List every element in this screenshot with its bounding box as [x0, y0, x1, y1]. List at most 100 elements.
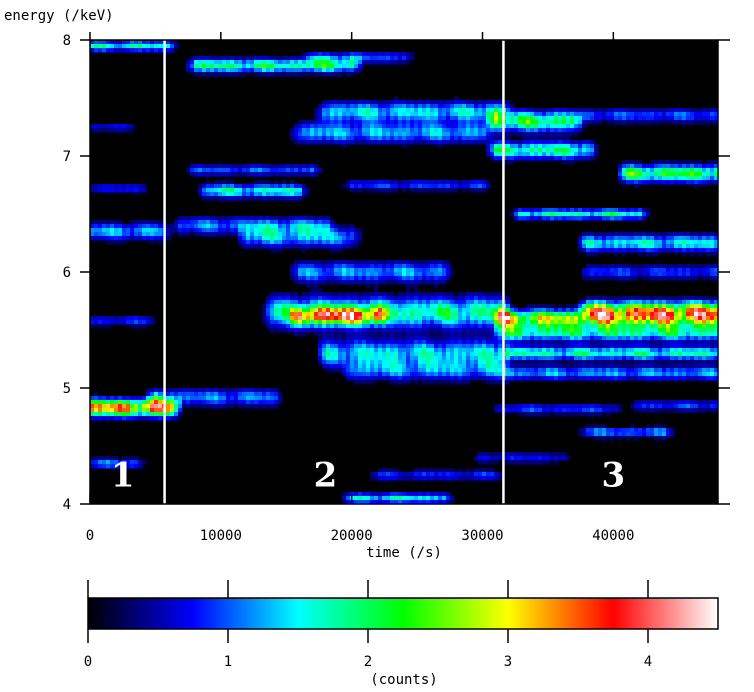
- heatmap-cell: [242, 184, 247, 189]
- heatmap-cell: [370, 128, 375, 133]
- heatmap-cell: [154, 404, 159, 409]
- heatmap-cell: [310, 292, 315, 297]
- heatmap-cell: [434, 304, 439, 309]
- heatmap-cell: [614, 344, 619, 349]
- heatmap-cell: [594, 120, 599, 125]
- heatmap-cell: [378, 108, 383, 113]
- heatmap-cell: [458, 124, 463, 129]
- heatmap-cell: [362, 340, 367, 345]
- heatmap-cell: [426, 124, 431, 129]
- heatmap-cell: [266, 180, 271, 185]
- heatmap-cell: [494, 148, 499, 153]
- heatmap-cell: [606, 356, 611, 361]
- heatmap-cell: [510, 140, 515, 145]
- heatmap-cell: [434, 380, 439, 385]
- heatmap-cell: [298, 268, 303, 273]
- heatmap-cell: [346, 320, 351, 325]
- heatmap-cell: [482, 304, 487, 309]
- heatmap-cell: [270, 220, 275, 225]
- heatmap-cell: [430, 492, 435, 497]
- heatmap-cell: [246, 220, 251, 225]
- heatmap-cell: [242, 404, 247, 409]
- heatmap-cell: [90, 236, 95, 241]
- heatmap-cell: [598, 300, 603, 305]
- heatmap-cell: [566, 376, 571, 381]
- heatmap-cell: [582, 304, 587, 309]
- heatmap-cell: [466, 104, 471, 109]
- heatmap-cell: [370, 140, 375, 145]
- heatmap-cell: [486, 108, 491, 113]
- heatmap-cell: [450, 356, 455, 361]
- heatmap-cell: [354, 312, 359, 317]
- heatmap-cell: [378, 116, 383, 121]
- heatmap-cell: [258, 396, 263, 401]
- heatmap-cell: [394, 348, 399, 353]
- heatmap-cell: [102, 236, 107, 241]
- heatmap-cell: [486, 292, 491, 297]
- heatmap-cell: [590, 344, 595, 349]
- heatmap-cell: [318, 124, 323, 129]
- heatmap-cell: [394, 376, 399, 381]
- heatmap-cell: [414, 108, 419, 113]
- heatmap-cell: [350, 332, 355, 337]
- heatmap-cell: [138, 412, 143, 417]
- heatmap-cell: [294, 312, 299, 317]
- heatmap-cell: [394, 96, 399, 101]
- heatmap-cell: [354, 492, 359, 497]
- heatmap-cell: [390, 352, 395, 357]
- heatmap-cell: [530, 144, 535, 149]
- heatmap-cell: [270, 316, 275, 321]
- heatmap-cell: [514, 352, 519, 357]
- heatmap-cell: [290, 232, 295, 237]
- heatmap-cell: [386, 468, 391, 473]
- heatmap-cell: [118, 184, 123, 189]
- heatmap-cell: [430, 108, 435, 113]
- heatmap-cell: [414, 100, 419, 105]
- heatmap-cell: [622, 116, 627, 121]
- heatmap-cell: [302, 68, 307, 73]
- heatmap-cell: [418, 312, 423, 317]
- heatmap-cell: [446, 492, 451, 497]
- heatmap-cell: [198, 164, 203, 169]
- heatmap-cell: [530, 404, 535, 409]
- heatmap-cell: [626, 212, 631, 217]
- heatmap-cell: [146, 40, 151, 45]
- heatmap-cell: [282, 64, 287, 69]
- heatmap-cell: [626, 236, 631, 241]
- heatmap-cell: [450, 180, 455, 185]
- heatmap-cell: [486, 320, 491, 325]
- heatmap-cell: [542, 212, 547, 217]
- heatmap-cell: [302, 120, 307, 125]
- heatmap-cell: [438, 280, 443, 285]
- heatmap-cell: [422, 312, 427, 317]
- heatmap-cell: [594, 244, 599, 249]
- heatmap-cell: [418, 116, 423, 121]
- heatmap-cell: [358, 368, 363, 373]
- heatmap-cell: [582, 156, 587, 161]
- heatmap-cell: [442, 264, 447, 269]
- heatmap-cell: [438, 476, 443, 481]
- heatmap-cell: [310, 228, 315, 233]
- heatmap-cell: [246, 56, 251, 61]
- heatmap-cell: [510, 460, 515, 465]
- heatmap-cell: [602, 376, 607, 381]
- heatmap-cell: [614, 328, 619, 333]
- heatmap-cell: [482, 340, 487, 345]
- heatmap-cell: [278, 188, 283, 193]
- heatmap-cell: [246, 400, 251, 405]
- heatmap-cell: [442, 492, 447, 497]
- heatmap-cell: [434, 136, 439, 141]
- heatmap-cell: [378, 128, 383, 133]
- heatmap-cell: [338, 64, 343, 69]
- heatmap-cell: [402, 124, 407, 129]
- heatmap-cell: [374, 280, 379, 285]
- heatmap-cell: [422, 316, 427, 321]
- heatmap-cell: [582, 300, 587, 305]
- heatmap-cell: [134, 408, 139, 413]
- heatmap-cell: [166, 412, 171, 417]
- heatmap-cell: [430, 316, 435, 321]
- heatmap-cell: [310, 60, 315, 65]
- heatmap-cell: [362, 276, 367, 281]
- heatmap-cell: [438, 344, 443, 349]
- heatmap-cell: [418, 276, 423, 281]
